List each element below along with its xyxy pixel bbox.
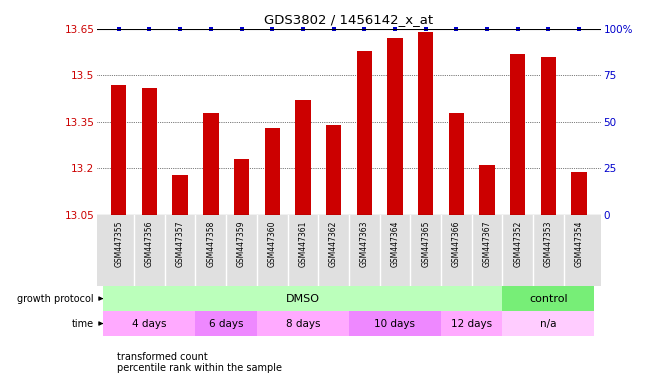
Bar [541,57,556,215]
Bar [572,172,586,215]
Text: GSM447356: GSM447356 [145,221,154,267]
Text: 10 days: 10 days [374,318,415,329]
Text: GSM447357: GSM447357 [176,221,185,267]
Bar [479,166,495,215]
Bar [203,113,219,215]
Bar [142,88,157,215]
Text: GSM447364: GSM447364 [391,221,399,267]
Text: growth protocol: growth protocol [17,293,94,304]
Bar [441,311,503,336]
Bar [111,84,126,215]
Text: GSM447355: GSM447355 [114,221,123,267]
Title: GDS3802 / 1456142_x_at: GDS3802 / 1456142_x_at [264,13,433,26]
Bar [356,51,372,215]
Text: GSM447354: GSM447354 [574,221,584,267]
Text: GSM447361: GSM447361 [299,221,307,267]
Text: GSM447366: GSM447366 [452,221,461,267]
Bar [349,311,441,336]
Text: GSM447358: GSM447358 [207,221,215,267]
Bar [449,113,464,215]
Bar [418,32,433,215]
Text: n/a: n/a [540,318,557,329]
Text: control: control [529,293,568,304]
Text: DMSO: DMSO [286,293,320,304]
Text: percentile rank within the sample: percentile rank within the sample [117,363,282,373]
Bar [387,38,403,215]
Text: transformed count: transformed count [117,352,208,362]
Bar [234,159,249,215]
Text: GSM447353: GSM447353 [544,221,553,267]
Text: 12 days: 12 days [451,318,493,329]
Bar [295,100,311,215]
Text: 4 days: 4 days [132,318,166,329]
Text: 8 days: 8 days [286,318,320,329]
Text: GSM447363: GSM447363 [360,221,369,267]
Bar [103,286,503,311]
Text: GSM447360: GSM447360 [268,221,276,267]
Text: 6 days: 6 days [209,318,244,329]
Bar [503,311,595,336]
Bar [103,311,195,336]
Text: GSM447352: GSM447352 [513,221,522,267]
Bar [257,311,349,336]
Bar [264,128,280,215]
Bar [503,286,595,311]
Text: GSM447362: GSM447362 [329,221,338,267]
Text: time: time [72,318,94,329]
Bar [510,54,525,215]
Bar [326,125,342,215]
Text: GSM447359: GSM447359 [237,221,246,267]
Text: GSM447367: GSM447367 [482,221,491,267]
Bar [172,175,188,215]
Bar [195,311,257,336]
Text: GSM447365: GSM447365 [421,221,430,267]
